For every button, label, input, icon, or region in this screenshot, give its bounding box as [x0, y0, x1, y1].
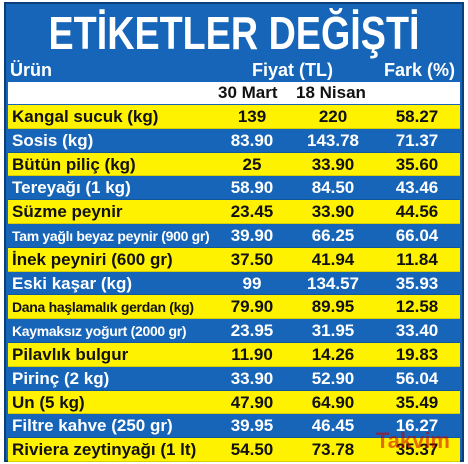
diff-percent: 16.27: [395, 416, 439, 436]
header-diff: Fark (%): [384, 60, 456, 80]
product-name: Kaymaksız yoğurt (2000 gr): [12, 323, 187, 340]
diff-percent: 44.56: [395, 202, 439, 222]
product-name: Süzme peynir: [12, 202, 123, 222]
price-april: 84.50: [311, 178, 355, 198]
price-march: 58.90: [230, 178, 274, 198]
product-name: Tam yağlı beyaz peynir (900 gr): [12, 227, 210, 244]
price-april: 33.90: [311, 202, 355, 222]
table-row: Filtre kahve (250 gr) 39.95 46.45 16.27: [8, 414, 460, 439]
diff-percent: 35.60: [395, 154, 439, 174]
table-row: Riviera zeytinyağı (1 lt) 54.50 73.78 35.37: [8, 438, 460, 462]
price-march: 83.90: [230, 130, 274, 150]
price-march: 79.90: [230, 297, 274, 317]
price-april: 64.90: [311, 392, 355, 412]
price-april: 220: [318, 107, 348, 126]
header-product: Ürün: [10, 60, 52, 80]
price-april: 134.57: [307, 273, 359, 293]
table-body: Kangal sucuk (kg) 139 220 58.27 Sosis (kg) 83…: [8, 105, 460, 462]
table-row: Sosis (kg) 83.90 143.78 71.37: [8, 128, 460, 153]
page-title: ETİKETLER DEĞİŞTİ: [48, 7, 420, 59]
product-name: Un (5 kg): [12, 392, 85, 412]
diff-percent: 19.83: [395, 344, 439, 364]
product-name: Bütün piliç (kg): [12, 154, 136, 174]
product-name: Tereyağı (1 kg): [12, 178, 131, 198]
diff-percent: 35.37: [395, 440, 439, 460]
price-april: 66.25: [311, 225, 355, 245]
price-march: 33.90: [230, 368, 274, 388]
table-row: Bütün piliç (kg) 25 33.90 35.60: [8, 152, 460, 177]
product-name: Dana haşlamalık gerdan (kg): [12, 299, 194, 316]
price-april: 41.94: [311, 249, 355, 269]
product-name: Sosis (kg): [12, 130, 94, 150]
watermark-logo: Takvim: [375, 428, 450, 453]
table-row: Kangal sucuk (kg) 139 220 58.27: [8, 105, 460, 129]
price-march: 11.90: [231, 344, 273, 364]
product-name: Riviera zeytinyağı (1 lt): [12, 440, 197, 460]
diff-percent: 11.84: [396, 249, 438, 269]
price-april: 33.90: [311, 154, 355, 174]
price-march: 54.50: [230, 440, 274, 460]
product-name: Eski kaşar (kg): [12, 273, 133, 293]
table-row: Tam yağlı beyaz peynir (900 gr) 39.90 66.2…: [8, 223, 460, 248]
table-row: Tereyağı (1 kg) 58.90 84.50 43.46: [8, 176, 460, 201]
price-march: 99: [242, 273, 262, 293]
product-name: Filtre kahve (250 gr): [12, 416, 173, 436]
price-march: 23.45: [230, 202, 274, 222]
product-name: Pirinç (2 kg): [12, 368, 110, 388]
diff-percent: 35.93: [395, 273, 439, 293]
price-april: 31.95: [311, 321, 355, 341]
product-name: Kangal sucuk (kg): [12, 107, 159, 126]
diff-percent: 71.37: [395, 130, 439, 150]
price-april: 89.95: [311, 297, 355, 317]
price-april: 46.45: [311, 416, 355, 436]
product-name: Pilavlık bulgur: [12, 344, 129, 364]
column-headers: Ürün Fiyat (TL) Fark (%): [6, 60, 462, 82]
diff-percent: 12.58: [395, 297, 439, 317]
table-row: Süzme peynir 23.45 33.90 44.56: [8, 200, 460, 224]
table-row: Dana haşlamalık gerdan (kg) 79.90 89.95 12.…: [8, 295, 460, 320]
table-row: Un (5 kg) 47.90 64.90 35.49: [8, 390, 460, 415]
price-march: 25: [242, 154, 262, 174]
diff-percent: 35.49: [395, 392, 439, 412]
diff-percent: 43.46: [395, 178, 439, 198]
price-march: 39.95: [230, 416, 274, 436]
price-april: 73.78: [311, 440, 355, 460]
price-march: 139: [237, 107, 267, 126]
date-1: 30 Mart: [218, 83, 278, 102]
diff-percent: 58.27: [395, 107, 439, 126]
price-table: ETİKETLER DEĞİŞTİ Ürün Fiyat (TL) Fark (…: [4, 2, 464, 462]
price-april: 52.90: [311, 368, 355, 388]
price-march: 47.90: [230, 392, 274, 412]
price-april: 14.26: [311, 344, 355, 364]
diff-percent: 33.40: [395, 321, 439, 341]
table-row: Pilavlık bulgur 11.90 14.26 19.83: [8, 342, 460, 367]
table-row: Eski kaşar (kg) 99 134.57 35.93: [8, 271, 460, 296]
date-row: 30 Mart 18 Nisan: [8, 82, 460, 104]
price-march: 39.90: [230, 225, 274, 245]
price-march: 37.50: [230, 249, 274, 269]
date-2: 18 Nisan: [296, 83, 366, 102]
diff-percent: 66.04: [395, 225, 439, 245]
table-row: Kaymaksız yoğurt (2000 gr) 23.95 31.95 33.4…: [8, 319, 460, 343]
table-row: İnek peyniri (600 gr) 37.50 41.94 11.84: [8, 247, 460, 272]
price-april: 143.78: [307, 130, 359, 150]
header-price: Fiyat (TL): [252, 60, 333, 80]
product-name: İnek peyniri (600 gr): [12, 249, 173, 269]
price-march: 23.95: [230, 321, 274, 341]
table-row: Pirinç (2 kg) 33.90 52.90 56.04: [8, 366, 460, 391]
diff-percent: 56.04: [395, 368, 439, 388]
